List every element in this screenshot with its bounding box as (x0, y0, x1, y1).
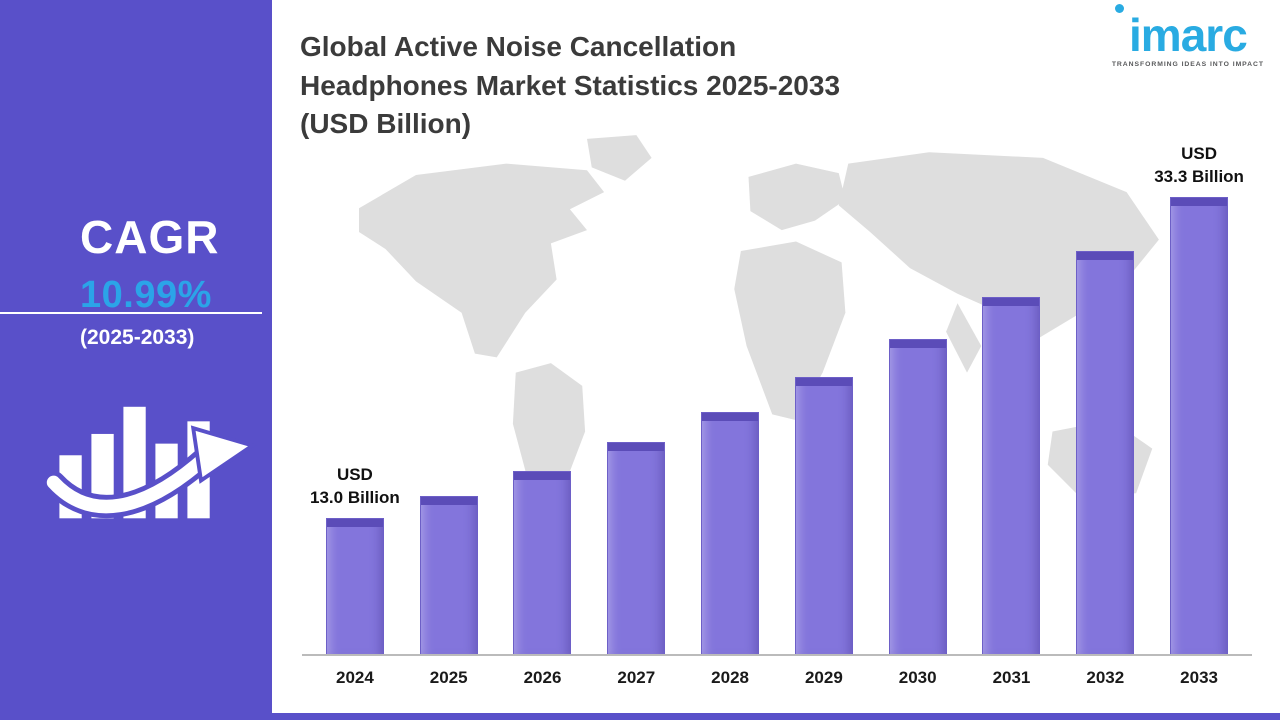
x-axis-label: 2031 (992, 668, 1031, 687)
x-axis-label: 2029 (804, 668, 843, 687)
logo-tagline: TRANSFORMING IDEAS INTO IMPACT (1111, 61, 1264, 68)
imarc-brand-text: imarc (1112, 4, 1264, 61)
bar-2024 (325, 518, 384, 654)
bar-slot: USD 33.3 Billion 2033 (1152, 105, 1246, 687)
chart-area: Global Active Noise Cancellation Headpho… (272, 0, 1280, 720)
x-axis-label: 2030 (898, 668, 937, 687)
cagr-block: CAGR 10.99% (80, 210, 219, 317)
bar-2032 (1076, 251, 1135, 654)
x-axis-label: 2033 (1180, 668, 1218, 687)
x-axis-label: 2025 (429, 668, 468, 687)
bar-2028 (701, 412, 760, 654)
bar-2029 (794, 377, 853, 654)
bar-slot: 2032 (1058, 105, 1152, 687)
cagr-period: (2025-2033) (80, 326, 195, 349)
bar-slot: 2031 (965, 105, 1059, 687)
growth-chart-icon (45, 406, 257, 519)
bar-value-label: USD 33.3 Billion (1154, 144, 1244, 187)
bottom-accent-strip (272, 713, 1280, 720)
bar-slot: 2029 (777, 105, 871, 687)
bar-slot: 2025 (402, 105, 496, 687)
x-axis-label: 2028 (711, 668, 749, 687)
bar-2031 (982, 297, 1041, 654)
bar-2027 (607, 442, 666, 654)
divider (0, 312, 262, 314)
imarc-logo: imarc TRANSFORMING IDEAS INTO IMPACT (1111, 4, 1264, 68)
bar-slot: USD 13.0 Billion 2024 (308, 105, 402, 687)
cagr-sidebar: CAGR 10.99% (2025-2033) (0, 0, 272, 720)
bar-slot: 2027 (589, 105, 683, 687)
bar-slot: 2028 (683, 105, 777, 687)
cagr-value: 10.99% (80, 274, 212, 316)
logo-dot-icon (1114, 4, 1124, 13)
bar-2025 (419, 496, 478, 654)
bar-chart: USD 13.0 Billion 2024 2025 2026 2027 2028 2029… (302, 105, 1252, 687)
bar-value-label: USD 13.0 Billion (310, 465, 400, 508)
bar-2033 (1170, 197, 1229, 654)
x-axis-label: 2024 (335, 668, 374, 687)
bar-slot: 2026 (496, 105, 590, 687)
bar-slot: 2030 (871, 105, 965, 687)
logo-wordmark: imarc (1129, 9, 1248, 61)
x-axis-label: 2026 (523, 668, 562, 687)
bar-2030 (888, 339, 947, 654)
bar-2026 (513, 471, 572, 654)
page-title: Global Active Noise Cancellation Headpho… (300, 31, 841, 140)
x-axis-label: 2032 (1086, 668, 1125, 687)
cagr-label: CAGR (80, 211, 220, 263)
x-axis-label: 2027 (617, 668, 656, 687)
